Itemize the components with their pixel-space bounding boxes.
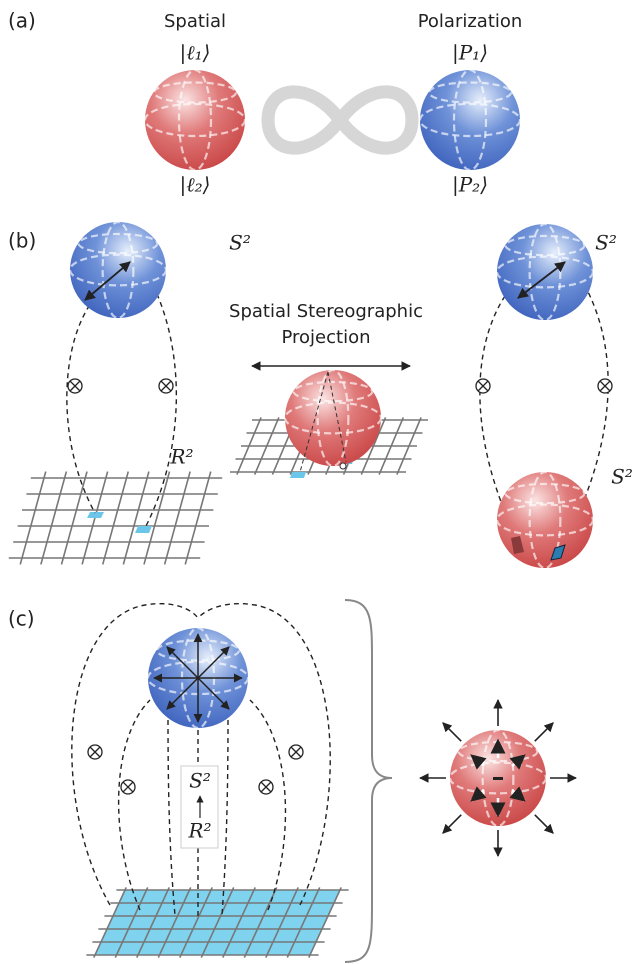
field-line [119, 700, 150, 910]
panel-label: (c) [8, 607, 35, 631]
grid-line [103, 472, 129, 565]
field-line [67, 298, 95, 513]
sphere-label: S² [611, 465, 633, 489]
field-line [168, 720, 175, 915]
arrow [535, 723, 553, 741]
sphere [497, 224, 593, 320]
state-label: |ℓ₁⟩ [180, 41, 211, 66]
map-label: S² [189, 769, 211, 793]
arrow [443, 815, 461, 833]
sphere [285, 370, 381, 466]
pixel [290, 472, 306, 478]
state-label: |ℓ₂⟩ [180, 173, 211, 198]
grid-line [123, 472, 149, 565]
field-line [222, 720, 228, 915]
caption: Spatial Stereographic [229, 301, 423, 322]
caption: Projection [281, 327, 370, 348]
arrow [535, 815, 553, 833]
grid-line [185, 472, 211, 565]
grid-line [20, 472, 46, 565]
plane-label: R² [169, 445, 193, 469]
state-label: |P₂⟩ [452, 173, 488, 198]
field-line [250, 700, 285, 910]
grid-line [165, 472, 191, 565]
figure: (a) Spatial |ℓ₁⟩ |ℓ₂⟩ Polarization |P₁⟩ … [0, 0, 640, 964]
point [340, 463, 346, 469]
map-label: R² [187, 819, 211, 843]
sphere [420, 70, 520, 170]
grid-line [61, 472, 87, 565]
pixel [87, 512, 104, 518]
sphere [70, 222, 166, 318]
sphere-label: S² [595, 231, 617, 255]
state-label: |P₁⟩ [452, 41, 488, 66]
sphere-label: S² [229, 231, 251, 255]
sphere-title: Polarization [418, 11, 523, 32]
panel-label: (b) [8, 229, 36, 253]
panel-label: (a) [8, 9, 36, 33]
sphere [145, 70, 245, 170]
infinity [268, 92, 412, 148]
sphere-title: Spatial [164, 11, 226, 32]
brace [345, 600, 392, 962]
pixel [135, 526, 152, 533]
arrow [443, 723, 461, 741]
drawing [9, 70, 612, 962]
center-mark [493, 777, 503, 780]
grid-line [144, 472, 170, 565]
grid-line [41, 472, 67, 565]
sphere [497, 472, 593, 568]
